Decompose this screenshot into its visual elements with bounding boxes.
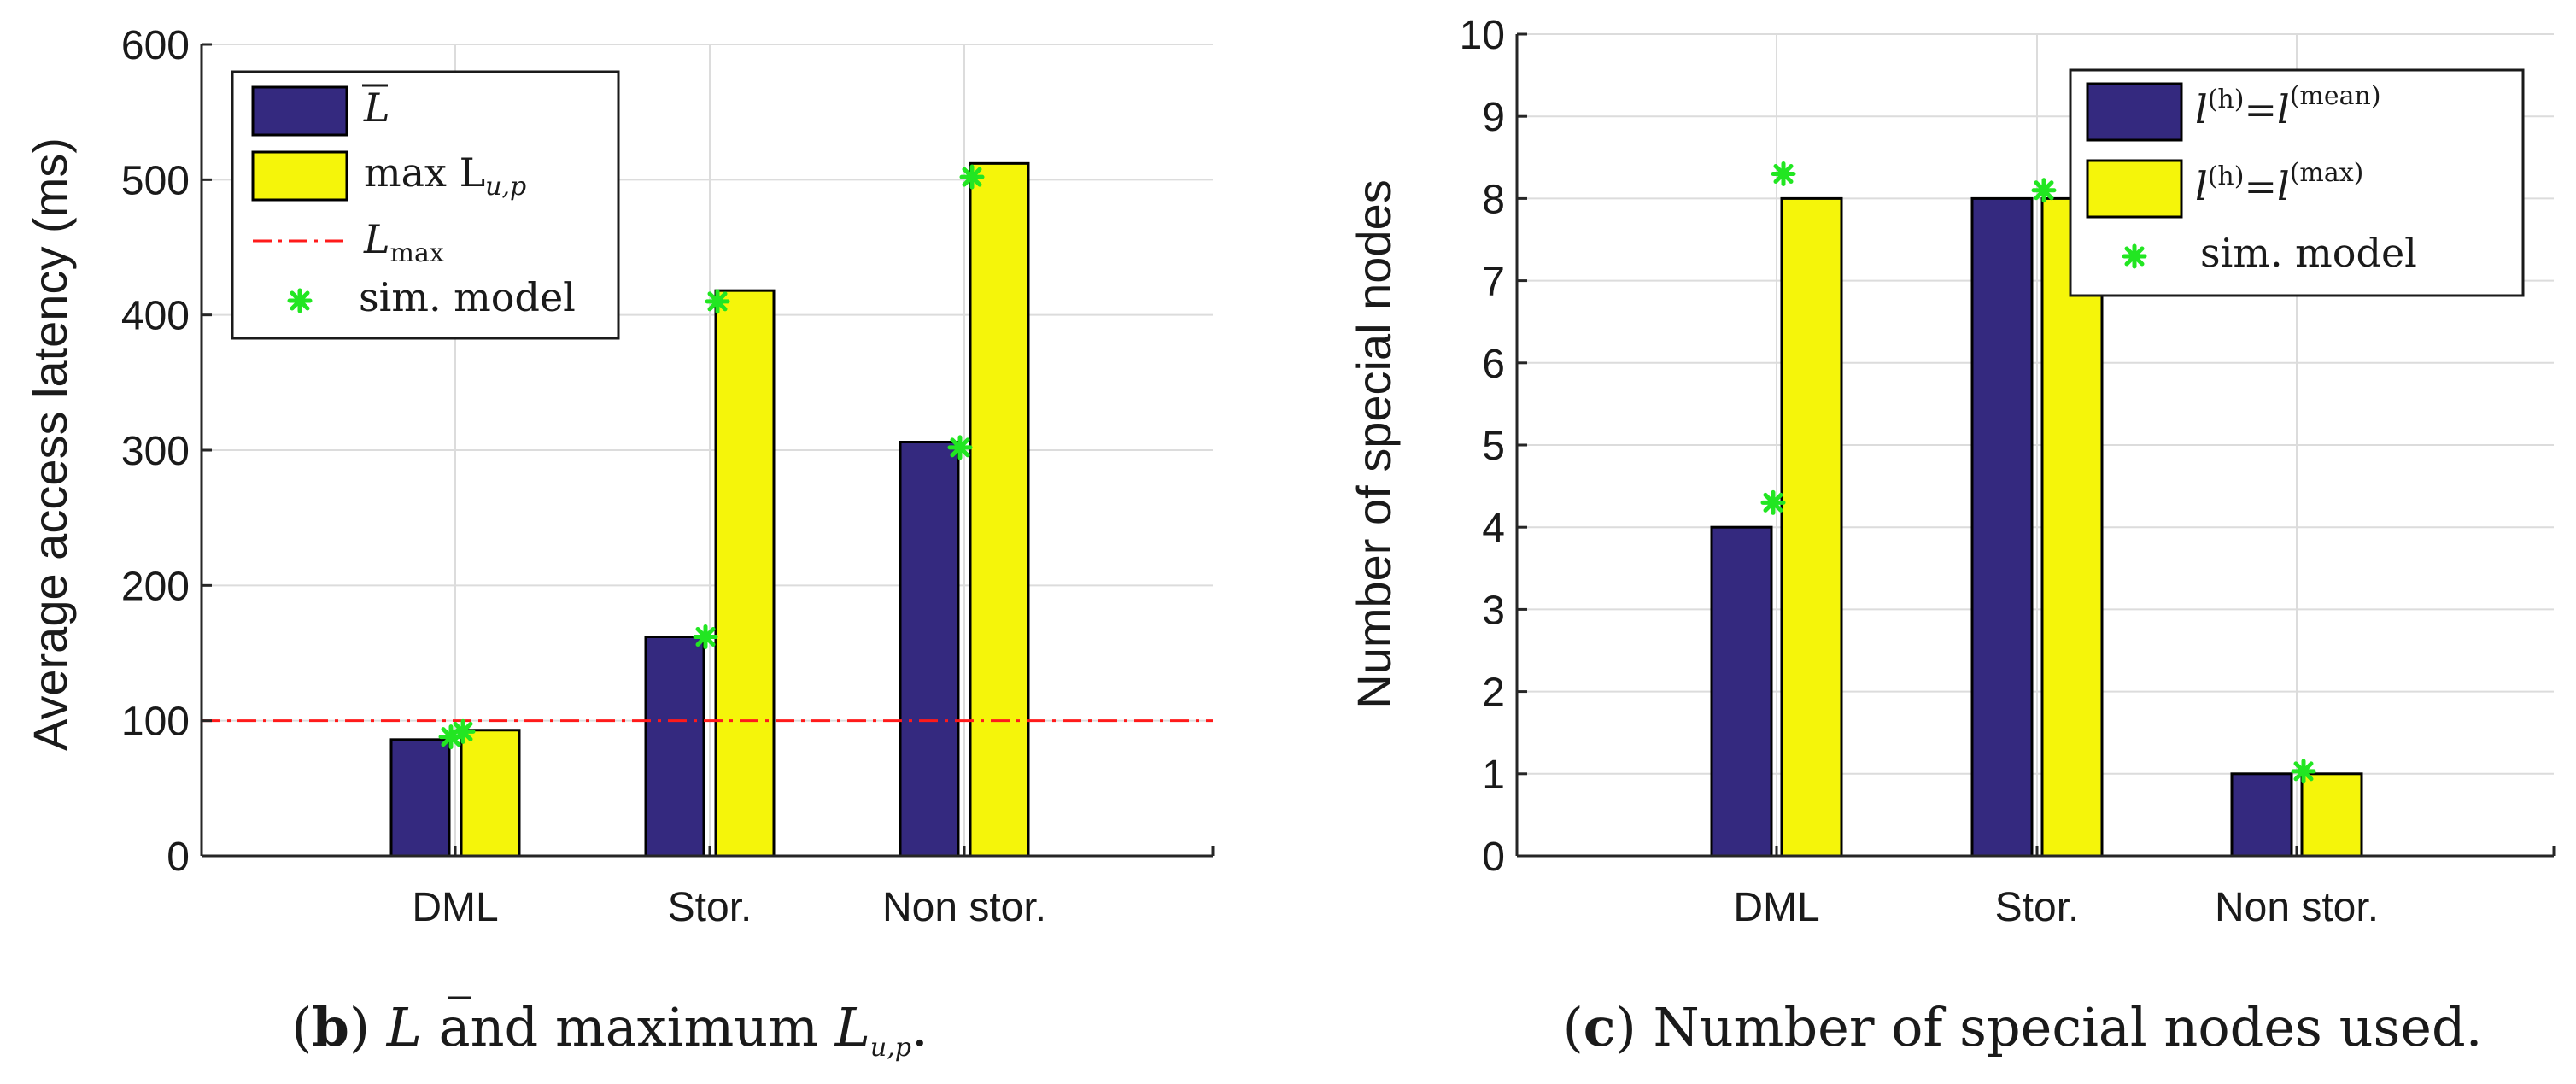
bar-mean-2 <box>899 441 960 858</box>
sim-marker <box>705 289 730 314</box>
y-tick-label: 5 <box>1482 424 1505 469</box>
caption-b-max-symbol: L <box>834 996 870 1058</box>
y-tick-label: 7 <box>1482 260 1505 305</box>
legend-eq2: = <box>2244 163 2277 209</box>
legend-lmax-label: l(h)=l(max) <box>2195 158 2363 209</box>
caption-c-letter: c <box>1584 996 1616 1058</box>
latency-y-axis-label: Average access latency (ms) <box>23 138 77 751</box>
sim-marker <box>959 164 985 190</box>
legend-mean-label: L <box>363 85 390 131</box>
y-tick-label: 0 <box>1482 835 1505 880</box>
y-tick-label: 300 <box>121 429 190 474</box>
legend-l2: l <box>2195 163 2208 209</box>
nodes-x-ticks: DML Stor. Non stor. <box>1733 846 2379 930</box>
caption-b-letter: b <box>313 996 349 1058</box>
caption-b-symbol: L <box>386 996 422 1058</box>
legend-mean-swatch <box>2086 82 2183 142</box>
sim-marker <box>947 435 973 460</box>
nodes-sim-markers <box>1760 161 2316 784</box>
y-tick-label: 10 <box>1460 13 1505 58</box>
y-tick-label: 3 <box>1482 588 1505 633</box>
nodes-y-ticks: 0 1 2 3 4 5 6 7 8 9 10 <box>1460 13 1527 880</box>
legend-sim-marker <box>2122 243 2147 269</box>
y-tick-label: 600 <box>121 23 190 68</box>
legend-max-swatch <box>2086 159 2183 219</box>
x-tick-label: Stor. <box>668 885 752 930</box>
bar-max-1 <box>2040 196 2104 858</box>
caption-b-max-sub: u,p <box>870 1033 911 1063</box>
legend-sim-marker <box>287 288 313 313</box>
legend-max-swatch <box>251 150 348 202</box>
sim-marker <box>693 624 718 649</box>
y-tick-label: 9 <box>1482 95 1505 140</box>
legend-max-prefix: max L <box>364 149 485 196</box>
sim-marker <box>1760 489 1786 515</box>
bar-max-2 <box>969 161 1030 858</box>
legend-ref-sub: max <box>390 238 444 268</box>
bar-mean-0 <box>1710 525 1773 858</box>
legend-h1: (h) <box>2208 85 2245 114</box>
caption-c: (c) Number of special nodes used. <box>1563 996 2483 1058</box>
legend-sim-label: sim. model <box>2200 230 2417 276</box>
caption-b-end: . <box>911 996 928 1058</box>
y-tick-label: 6 <box>1482 342 1505 387</box>
legend-l1: l <box>2195 86 2208 132</box>
nodes-legend: l(h)=l(mean) l(h)=l(max) sim. model <box>2069 68 2525 297</box>
bar-mean-0 <box>389 738 451 858</box>
legend-max-sup: (max) <box>2290 158 2364 188</box>
legend-ref-symbol: L <box>363 216 390 262</box>
bar-max-0 <box>1780 196 1843 858</box>
legend-l2b: l <box>2277 163 2290 209</box>
bar-max-2 <box>2300 772 2363 858</box>
sim-marker <box>2031 178 2057 203</box>
legend-sim-label: sim. model <box>359 274 576 320</box>
y-tick-label: 2 <box>1482 671 1505 716</box>
caption-b: (b) L and maximum Lu,p. <box>291 996 928 1063</box>
bar-max-0 <box>460 729 521 858</box>
y-tick-label: 100 <box>121 700 190 745</box>
bar-mean-2 <box>2230 772 2293 858</box>
x-tick-label: Non stor. <box>882 885 1046 930</box>
x-tick-label: Non stor. <box>2215 885 2379 930</box>
latency-chart: 0 100 200 300 400 500 600 DML Stor. Non stor. Av… <box>23 23 1215 1063</box>
legend-ref-label: Lmax <box>363 216 444 268</box>
sim-marker <box>2291 759 2316 784</box>
caption-c-text: Number of special nodes used. <box>1653 996 2482 1058</box>
legend-mean-sup: (mean) <box>2290 81 2381 111</box>
y-tick-label: 1 <box>1482 753 1505 798</box>
special-nodes-chart: 0 1 2 3 4 5 6 7 8 9 10 DML Stor. Non stor. Number of… <box>1347 13 2556 1058</box>
y-tick-label: 0 <box>167 835 190 880</box>
y-tick-label: 500 <box>121 158 190 203</box>
nodes-y-axis-label: Number of special nodes <box>1347 179 1401 708</box>
sim-marker <box>450 718 476 744</box>
x-tick-label: DML <box>412 885 498 930</box>
legend-max-sub: u,p <box>485 172 526 202</box>
y-tick-label: 400 <box>121 294 190 339</box>
legend-h2: (h) <box>2208 161 2245 191</box>
latency-x-ticks: DML Stor. Non stor. <box>412 846 1046 930</box>
bar-mean-1 <box>644 636 705 858</box>
bar-mean-1 <box>1970 196 2034 858</box>
legend-max-label: max Lu,p <box>364 149 526 202</box>
x-tick-label: Stor. <box>1995 885 2080 930</box>
latency-legend: L max Lu,p Lmax sim. model <box>231 70 620 340</box>
legend-mean-swatch <box>251 85 348 137</box>
y-tick-label: 4 <box>1482 506 1505 551</box>
y-tick-label: 200 <box>121 564 190 609</box>
latency-sim-markers <box>438 164 985 750</box>
caption-b-and: and maximum <box>439 996 818 1058</box>
latency-y-ticks: 0 100 200 300 400 500 600 <box>121 23 212 880</box>
legend-lmean-label: l(h)=l(mean) <box>2195 81 2381 132</box>
y-tick-label: 8 <box>1482 177 1505 222</box>
legend-eq1: = <box>2244 86 2277 132</box>
bar-max-1 <box>714 289 776 858</box>
sim-marker <box>1771 161 1796 187</box>
legend-l1b: l <box>2277 86 2290 132</box>
x-tick-label: DML <box>1733 885 1819 930</box>
